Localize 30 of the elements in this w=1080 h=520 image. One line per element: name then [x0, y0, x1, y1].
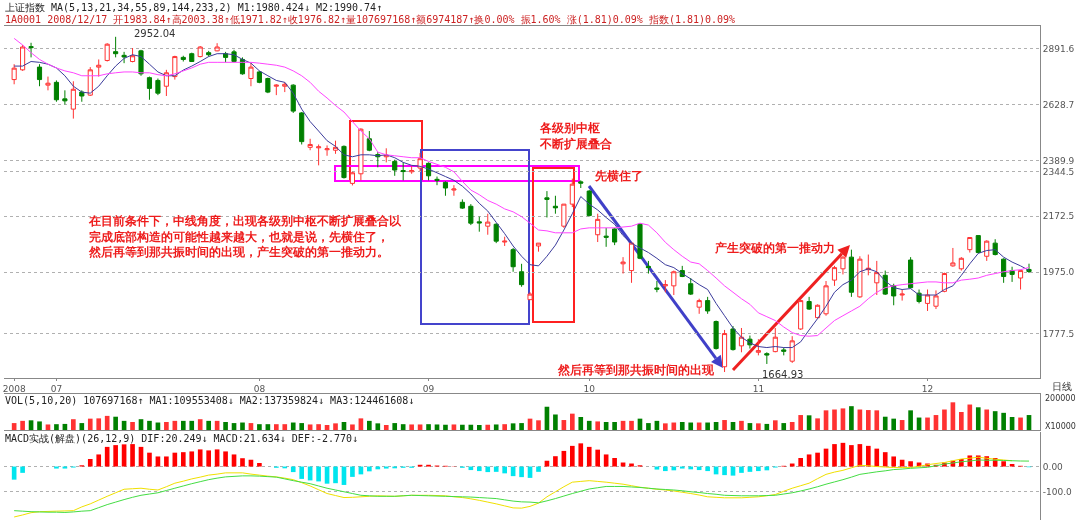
x-tick-label: 07 [50, 383, 63, 394]
annotation: 产生突破的第一推动力 [714, 241, 835, 255]
x-tick-label: 2008 [2, 383, 26, 394]
annotation: 先横住了 [594, 169, 643, 183]
x-tick-label: 12 [921, 383, 934, 394]
text: 日线 [1052, 381, 1072, 392]
chart-subtitle: 1A0001 2008/12/17 开1983.84↑高2003.38↑低1971.82↑收1976.82↑量107697168↑额6974187↑换0.00% 振1.60% 涨(1.81)0.09% 指数(1.81)0.09% [5, 14, 736, 25]
chart-title: 上证指数 MA(5,13,21,34,55,89,144,233,2) M1:1980.424↓ M2:1990.74↑ [5, 2, 383, 13]
y-tick-label: 1777.5 [1042, 328, 1075, 339]
x-tick-label: 11 [752, 383, 765, 394]
text: X10000 [1045, 422, 1076, 431]
y-tick-label: 2628.7 [1042, 99, 1075, 110]
y-tick-label: 2891.6 [1042, 44, 1075, 55]
chart-title: VOL(5,10,20) 107697168↑ MA1:109553408↓ MA2:137359824↓ MA3:124461608↓ [5, 395, 415, 406]
annotation: 然后再等到那共振时间的出现 [557, 363, 715, 377]
y-tick-label: 2389.9 [1042, 155, 1075, 166]
x-tick-label: 10 [583, 383, 596, 394]
x-tick-label: 09 [422, 383, 435, 394]
y-tick-label: 2172.5 [1042, 211, 1075, 222]
text: 200000 [1045, 394, 1076, 403]
annotation: 在目前条件下，中线角度，出现各级别中枢不断扩展叠合以完成底部构造的可能性越来越大，也就是说，先横住了，然后再等到那共振时间的出现，产生突破的第一推动力。 [88, 214, 402, 260]
chart-title: MACD实战(解盘)(26,12,9) DIF:20.249↓ MACD:21.634↓ DEF:-2.770↓ [5, 433, 359, 444]
y-tick-label: 2344.5 [1042, 166, 1075, 177]
annotation: 各级别中枢不断扩展叠合 [539, 121, 613, 151]
annotation: 2952.04 [134, 28, 176, 39]
y-tick-label: 1975.0 [1042, 267, 1075, 278]
y-tick-label: 0.00 [1042, 461, 1064, 472]
y-tick-label: -100.0 [1042, 486, 1073, 497]
x-tick-label: 08 [253, 383, 266, 394]
annotation: 1664.93 [762, 369, 804, 380]
